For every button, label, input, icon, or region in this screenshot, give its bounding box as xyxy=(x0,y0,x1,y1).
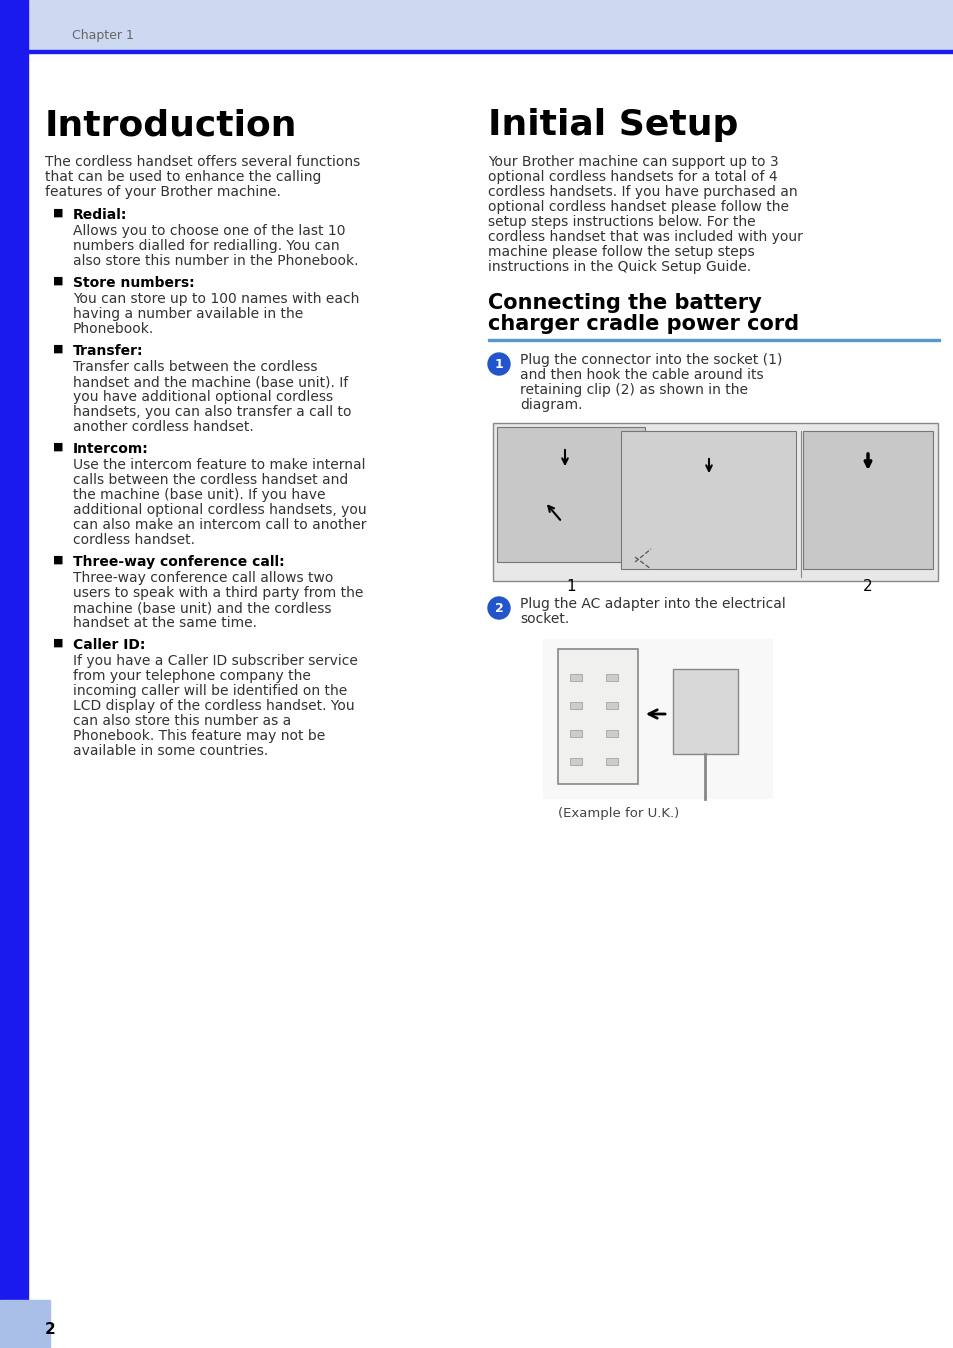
Bar xyxy=(605,702,618,709)
Text: ■: ■ xyxy=(53,555,64,565)
Bar xyxy=(605,674,618,681)
Bar xyxy=(488,338,939,341)
Bar xyxy=(497,427,644,562)
Bar xyxy=(569,702,581,709)
Bar xyxy=(605,758,618,766)
Text: handset and the machine (base unit). If: handset and the machine (base unit). If xyxy=(73,375,348,390)
Bar xyxy=(605,731,618,737)
Text: from your telephone company the: from your telephone company the xyxy=(73,669,311,683)
Text: If you have a Caller ID subscriber service: If you have a Caller ID subscriber servi… xyxy=(73,654,357,669)
Text: cordless handsets. If you have purchased an: cordless handsets. If you have purchased… xyxy=(488,185,797,200)
Text: ■: ■ xyxy=(53,638,64,648)
Text: Chapter 1: Chapter 1 xyxy=(71,28,133,42)
Text: diagram.: diagram. xyxy=(519,398,582,412)
Text: The cordless handset offers several functions: The cordless handset offers several func… xyxy=(45,155,360,168)
Text: charger cradle power cord: charger cradle power cord xyxy=(488,314,799,334)
Bar xyxy=(569,758,581,766)
Bar xyxy=(0,1299,50,1348)
Text: available in some countries.: available in some countries. xyxy=(73,744,268,758)
Bar xyxy=(802,431,932,569)
Text: LCD display of the cordless handset. You: LCD display of the cordless handset. You xyxy=(73,700,355,713)
Text: incoming caller will be identified on the: incoming caller will be identified on th… xyxy=(73,683,347,698)
Text: features of your Brother machine.: features of your Brother machine. xyxy=(45,185,280,200)
Bar xyxy=(569,674,581,681)
Text: the machine (base unit). If you have: the machine (base unit). If you have xyxy=(73,488,325,501)
Text: 2: 2 xyxy=(45,1322,55,1337)
Text: Redial:: Redial: xyxy=(73,208,128,222)
Text: 2: 2 xyxy=(862,580,872,594)
Text: Initial Setup: Initial Setup xyxy=(488,108,738,142)
Text: Use the intercom feature to make internal: Use the intercom feature to make interna… xyxy=(73,458,365,472)
Text: optional cordless handsets for a total of 4: optional cordless handsets for a total o… xyxy=(488,170,777,183)
Text: and then hook the cable around its: and then hook the cable around its xyxy=(519,368,762,381)
Circle shape xyxy=(488,353,510,375)
Text: ■: ■ xyxy=(53,208,64,218)
Text: Intercom:: Intercom: xyxy=(73,442,149,456)
Text: ■: ■ xyxy=(53,344,64,355)
Text: optional cordless handset please follow the: optional cordless handset please follow … xyxy=(488,200,788,214)
Text: ■: ■ xyxy=(53,276,64,286)
Bar xyxy=(0,50,953,53)
Text: ■: ■ xyxy=(53,442,64,452)
Bar xyxy=(0,0,953,50)
Text: Transfer calls between the cordless: Transfer calls between the cordless xyxy=(73,360,317,373)
Text: Phonebook. This feature may not be: Phonebook. This feature may not be xyxy=(73,729,325,743)
Text: 2: 2 xyxy=(494,601,503,615)
Text: Plug the AC adapter into the electrical: Plug the AC adapter into the electrical xyxy=(519,597,785,611)
Bar xyxy=(620,431,795,569)
Bar xyxy=(558,648,638,785)
Text: Store numbers:: Store numbers: xyxy=(73,276,194,290)
Text: cordless handset that was included with your: cordless handset that was included with … xyxy=(488,231,802,244)
Text: Phonebook.: Phonebook. xyxy=(73,322,154,336)
Bar xyxy=(569,731,581,737)
Text: handset at the same time.: handset at the same time. xyxy=(73,616,256,630)
Text: that can be used to enhance the calling: that can be used to enhance the calling xyxy=(45,170,321,183)
Circle shape xyxy=(488,597,510,619)
Text: socket.: socket. xyxy=(519,612,569,625)
Bar xyxy=(0,0,28,1348)
Text: Your Brother machine can support up to 3: Your Brother machine can support up to 3 xyxy=(488,155,778,168)
Text: (Example for U.K.): (Example for U.K.) xyxy=(558,807,679,820)
Bar xyxy=(672,669,738,754)
Text: Allows you to choose one of the last 10: Allows you to choose one of the last 10 xyxy=(73,224,345,239)
Text: having a number available in the: having a number available in the xyxy=(73,307,303,321)
Bar xyxy=(542,639,772,799)
Text: also store this number in the Phonebook.: also store this number in the Phonebook. xyxy=(73,253,358,268)
Text: you have additional optional cordless: you have additional optional cordless xyxy=(73,390,333,404)
Text: Caller ID:: Caller ID: xyxy=(73,638,145,652)
Text: users to speak with a third party from the: users to speak with a third party from t… xyxy=(73,586,363,600)
Text: another cordless handset.: another cordless handset. xyxy=(73,421,253,434)
Text: instructions in the Quick Setup Guide.: instructions in the Quick Setup Guide. xyxy=(488,260,750,274)
Text: 1: 1 xyxy=(565,580,576,594)
Text: Transfer:: Transfer: xyxy=(73,344,143,359)
Bar xyxy=(493,423,937,581)
Text: calls between the cordless handset and: calls between the cordless handset and xyxy=(73,473,348,487)
Text: machine please follow the setup steps: machine please follow the setup steps xyxy=(488,245,754,259)
Text: retaining clip (2) as shown in the: retaining clip (2) as shown in the xyxy=(519,383,747,398)
Text: cordless handset.: cordless handset. xyxy=(73,532,194,547)
Text: 1: 1 xyxy=(494,357,503,371)
Text: machine (base unit) and the cordless: machine (base unit) and the cordless xyxy=(73,601,331,615)
Text: can also make an intercom call to another: can also make an intercom call to anothe… xyxy=(73,518,366,532)
Text: handsets, you can also transfer a call to: handsets, you can also transfer a call t… xyxy=(73,404,351,419)
Text: Three-way conference call:: Three-way conference call: xyxy=(73,555,284,569)
Text: You can store up to 100 names with each: You can store up to 100 names with each xyxy=(73,293,359,306)
Text: Introduction: Introduction xyxy=(45,108,297,142)
Text: additional optional cordless handsets, you: additional optional cordless handsets, y… xyxy=(73,503,366,518)
Text: Three-way conference call allows two: Three-way conference call allows two xyxy=(73,572,333,585)
Text: setup steps instructions below. For the: setup steps instructions below. For the xyxy=(488,214,755,229)
Text: numbers dialled for redialling. You can: numbers dialled for redialling. You can xyxy=(73,239,339,253)
Text: Plug the connector into the socket (1): Plug the connector into the socket (1) xyxy=(519,353,781,367)
Text: Connecting the battery: Connecting the battery xyxy=(488,293,760,313)
Text: can also store this number as a: can also store this number as a xyxy=(73,714,291,728)
